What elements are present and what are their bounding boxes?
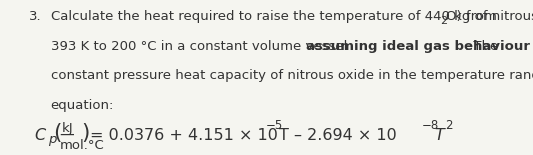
Text: (: (	[53, 124, 62, 144]
Text: = 0.0376 + 4.151 × 10: = 0.0376 + 4.151 × 10	[90, 128, 277, 142]
Text: C: C	[35, 128, 46, 142]
Text: . The: . The	[465, 40, 498, 53]
Text: p: p	[48, 133, 56, 146]
Text: constant pressure heat capacity of nitrous oxide in the temperature range is giv: constant pressure heat capacity of nitro…	[51, 69, 533, 82]
Text: equation:: equation:	[51, 98, 114, 111]
Text: T: T	[434, 128, 444, 142]
Text: 2: 2	[445, 119, 453, 132]
Text: mol.°C: mol.°C	[60, 139, 104, 152]
Text: T – 2.694 × 10: T – 2.694 × 10	[279, 128, 397, 142]
Text: kJ: kJ	[61, 122, 73, 135]
Text: O) from: O) from	[446, 10, 496, 23]
Text: −5: −5	[265, 119, 282, 132]
Text: 393 K to 200 °C in a constant volume vessel: 393 K to 200 °C in a constant volume ves…	[51, 40, 351, 53]
Text: 2: 2	[440, 16, 447, 26]
Text: —: —	[60, 127, 75, 142]
Text: 3.: 3.	[29, 10, 42, 23]
Text: ): )	[82, 124, 90, 144]
Text: assuming ideal gas behaviour: assuming ideal gas behaviour	[306, 40, 530, 53]
Text: −8: −8	[422, 119, 439, 132]
Text: Calculate the heat required to raise the temperature of 440 kg of nitrous oxide : Calculate the heat required to raise the…	[51, 10, 533, 23]
